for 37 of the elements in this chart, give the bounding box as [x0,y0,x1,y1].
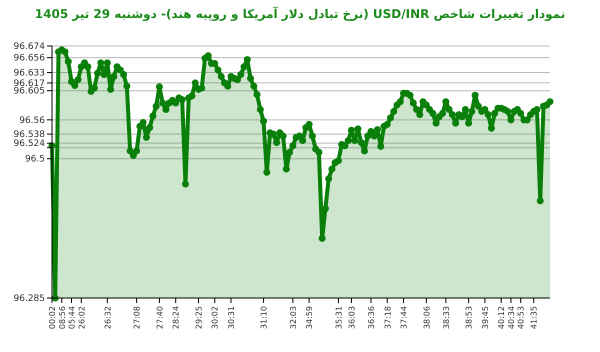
y-tick-label: 96.633 [14,68,45,79]
x-tick-label: 27:08 [132,306,142,330]
x-tick-label: 00:02 [48,306,57,330]
y-tick-label: 96.538 [14,130,46,140]
x-tick-label: 38:06 [422,306,432,330]
x-tick-label: 32:03 [288,306,298,330]
x-tick-label: 37:44 [400,306,409,330]
y-tick-label: 96.605 [14,86,45,97]
x-tick-label: 26:32 [103,306,112,330]
x-tick-label: 28:24 [172,306,181,330]
y-tick-label: 96.56 [19,116,46,126]
chart-title: نمودار تغییرات شاخص USD/INR (نرخ تبادل دلار آمریکا و روپیه هند)- دوشنبه 29 تیر 1405 [34,6,566,21]
x-tick-label: 27:40 [155,306,164,330]
x-tick-label: 41:35 [530,306,539,330]
y-tick-label: 96.5 [24,154,45,165]
x-tick-label: 08:56 [58,306,67,330]
y-tick-label: 96.674 [14,42,46,52]
x-tick-label: 26:02 [77,306,86,330]
x-tick-label: 31:10 [260,306,269,330]
x-tick-label: 36:03 [347,306,356,330]
x-tick-label: 40:12 [497,306,506,330]
x-tick-label: 34:59 [305,306,314,330]
x-tick-label: 05:44 [68,306,77,330]
y-tick-label: 96.524 [14,139,46,150]
x-tick-label: 39:45 [480,306,490,330]
x-tick-label: 30:02 [210,306,220,330]
y-tick-label: 96.285 [14,294,45,304]
x-tick-label: 40:34 [506,306,516,330]
x-tick-label: 35:31 [334,306,344,330]
x-tick-label: 38:53 [464,306,474,330]
x-tick-label: 40:53 [516,306,526,330]
x-tick-label: 29:25 [194,306,204,330]
x-tick-label: 30:31 [227,306,236,330]
x-tick-label: 36:36 [366,306,376,330]
y-tick-label: 96.656 [14,54,46,64]
x-tick-label: 38:33 [442,306,451,330]
x-tick-label: 37:18 [383,306,392,330]
